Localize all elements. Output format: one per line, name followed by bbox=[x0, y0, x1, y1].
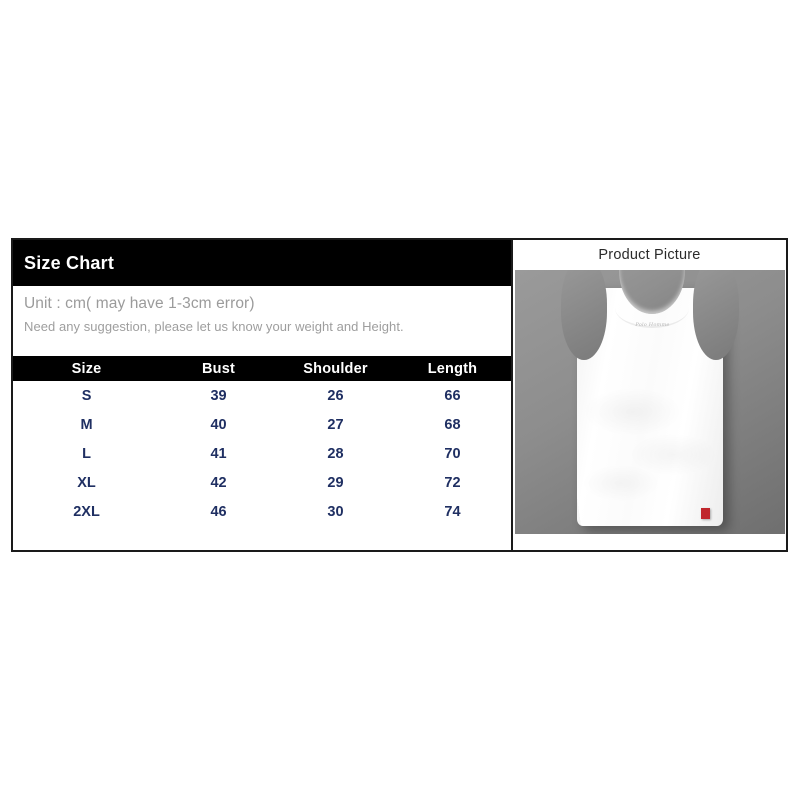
cell-bust: 42 bbox=[160, 468, 278, 497]
unit-note: Unit : cm( may have 1-3cm error) bbox=[24, 295, 255, 312]
cell-bust: 46 bbox=[160, 497, 278, 526]
table-row: M 40 27 68 bbox=[13, 410, 511, 439]
size-chart-panel: Size Chart Unit : cm( may have 1-3cm err… bbox=[13, 240, 513, 550]
cell-size: L bbox=[13, 439, 161, 468]
cell-size: 2XL bbox=[13, 497, 161, 526]
cell-bust: 41 bbox=[160, 439, 278, 468]
collar-band bbox=[614, 308, 689, 328]
cell-length: 70 bbox=[393, 439, 511, 468]
armhole-right bbox=[692, 270, 739, 360]
cell-shoulder: 27 bbox=[277, 410, 394, 439]
product-photo: Polo Homme bbox=[514, 270, 785, 534]
brand-label: Polo Homme bbox=[635, 322, 670, 328]
cell-shoulder: 26 bbox=[277, 381, 394, 410]
column-header-size: Size bbox=[71, 360, 102, 377]
cell-shoulder: 29 bbox=[277, 468, 394, 497]
cell-length: 74 bbox=[393, 497, 511, 526]
column-header-length: Length bbox=[427, 360, 478, 377]
table-header-row: Size Bust Shoulder Length bbox=[13, 356, 511, 381]
page-title: Size Chart bbox=[24, 252, 115, 273]
product-picture-title: Product Picture bbox=[598, 247, 701, 263]
cell-size: M bbox=[13, 410, 161, 439]
size-measurements-table: Size Bust Shoulder Length S 39 26 66 M 4… bbox=[13, 356, 511, 526]
table-row: XL 42 29 72 bbox=[13, 468, 511, 497]
suggestion-note: Need any suggestion, please let us know … bbox=[24, 319, 404, 334]
size-chart-title-bar: Size Chart bbox=[13, 240, 511, 286]
red-hem-tag bbox=[700, 508, 710, 519]
cell-size: S bbox=[13, 381, 161, 410]
cell-size: XL bbox=[13, 468, 161, 497]
armhole-left bbox=[560, 270, 607, 360]
table-row: 2XL 46 30 74 bbox=[13, 497, 511, 526]
cell-length: 68 bbox=[393, 410, 511, 439]
size-chart-notes: Unit : cm( may have 1-3cm error) Need an… bbox=[13, 286, 511, 356]
column-header-bust: Bust bbox=[202, 360, 236, 377]
cell-bust: 40 bbox=[160, 410, 278, 439]
cell-length: 72 bbox=[393, 468, 511, 497]
table-row: S 39 26 66 bbox=[13, 381, 511, 410]
cell-shoulder: 30 bbox=[277, 497, 394, 526]
column-header-shoulder: Shoulder bbox=[303, 360, 368, 377]
product-picture-panel: Product Picture Polo Homme bbox=[513, 240, 786, 550]
table-row: L 41 28 70 bbox=[13, 439, 511, 468]
cell-bust: 39 bbox=[160, 381, 278, 410]
size-chart-card: Size Chart Unit : cm( may have 1-3cm err… bbox=[11, 238, 788, 552]
cell-length: 66 bbox=[393, 381, 511, 410]
cell-shoulder: 28 bbox=[277, 439, 394, 468]
